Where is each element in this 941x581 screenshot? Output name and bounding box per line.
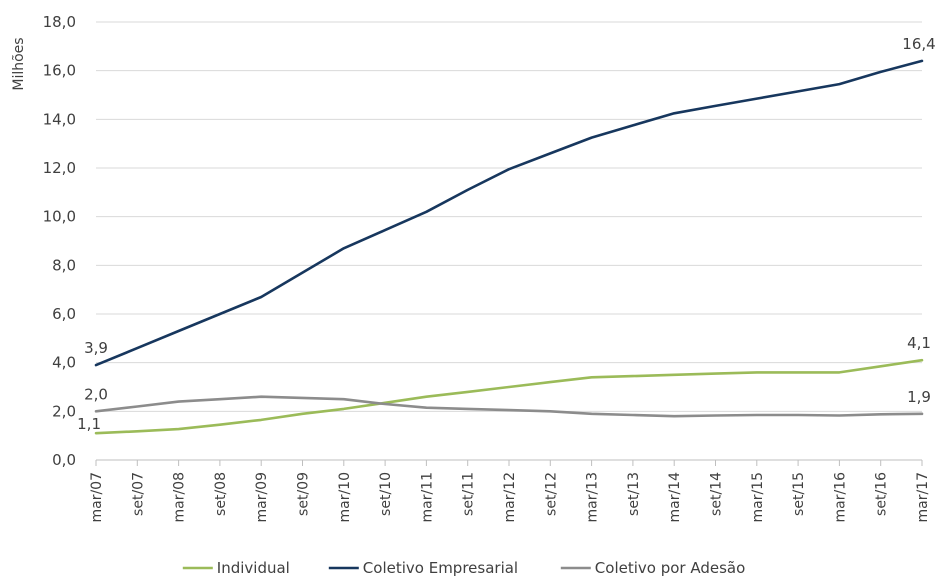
x-tick-label: set/14 [709,472,725,516]
y-tick-label: 14,0 [43,110,76,128]
data-labels: 1,1 4,1 3,9 16,4 2,0 1,9 [77,35,936,433]
data-label: 16,4 [902,35,935,53]
x-tick-label: set/07 [130,472,146,516]
data-label: 2,0 [84,385,108,403]
x-tick-label: mar/13 [585,472,601,523]
y-tick-label: 0,0 [52,451,76,469]
x-tick-label: mar/07 [89,472,105,523]
y-axis-ticks: 0,0 2,0 4,0 6,0 8,0 10,0 12,0 14,0 16,0 18,0 [43,13,76,469]
legend-item: Coletivo Empresarial [328,559,518,577]
x-tick-label: set/16 [874,472,890,516]
x-tick-label: mar/08 [172,472,188,523]
y-tick-label: 12,0 [43,159,76,177]
data-label: 1,1 [77,415,101,433]
y-tick-label: 2,0 [52,402,76,420]
legend: Individual Coletivo Empresarial Coletivo p… [182,559,745,577]
y-tick-label: 18,0 [43,13,76,31]
y-axis-title: Milhões [11,37,27,90]
x-tick-label: set/13 [626,472,642,516]
series-line-2 [94,395,924,418]
x-tick-label: set/11 [461,472,477,516]
x-tick-label: set/10 [378,472,394,516]
x-tick-label: mar/11 [419,472,435,523]
x-tick-label: mar/15 [750,472,766,523]
x-axis: mar/07 set/07 mar/08 set/08 mar/09 set/09 mar/… [89,459,931,523]
x-tick-label: set/12 [543,472,559,516]
x-tick-label: mar/10 [337,472,353,523]
x-tick-label: mar/09 [254,472,270,523]
y-tick-label: 8,0 [52,256,76,274]
x-tick-label: mar/17 [915,472,931,523]
legend-label: Coletivo por Adesão [595,559,745,577]
y-tick-label: 10,0 [43,208,76,226]
x-tick-label: set/09 [296,472,312,516]
x-tick-label: set/08 [213,472,229,516]
y-tick-label: 6,0 [52,305,76,323]
series-line-1 [94,59,924,367]
legend-item: Individual [182,559,290,577]
data-label: 3,9 [84,339,108,357]
series-line-0 [94,358,924,435]
x-tick-label: set/15 [791,472,807,516]
gridlines [96,21,922,412]
legend-item: Coletivo por Adesão [560,559,745,577]
y-tick-label: 16,0 [43,62,76,80]
x-tick-label: mar/16 [832,472,848,523]
data-label: 4,1 [907,334,931,352]
legend-label: Coletivo Empresarial [363,559,518,577]
y-tick-label: 4,0 [52,354,76,372]
x-tick-label: mar/14 [667,472,683,523]
data-label: 1,9 [907,388,931,406]
series-lines [94,59,924,435]
legend-label: Individual [217,559,290,577]
x-tick-label: mar/12 [502,472,518,523]
